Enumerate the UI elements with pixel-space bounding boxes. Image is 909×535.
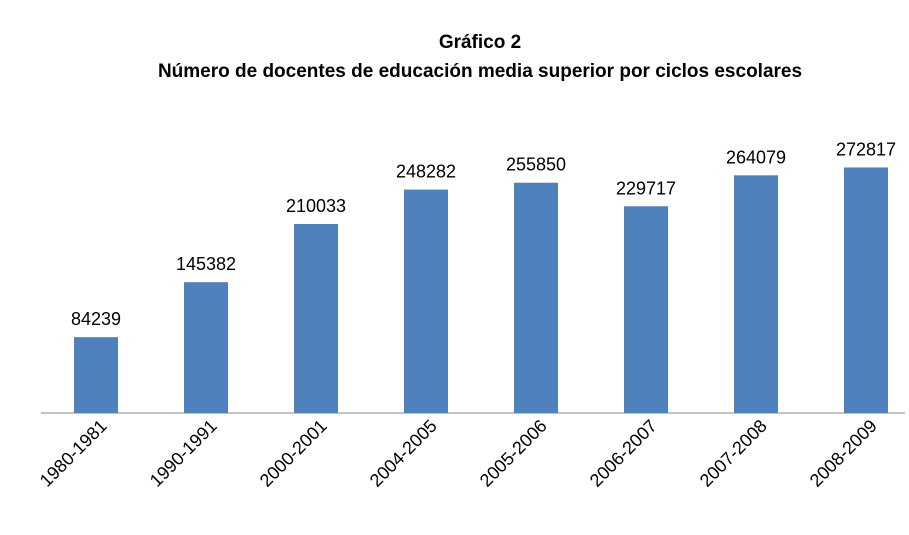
x-tick-label: 1980-1981 xyxy=(36,416,111,491)
x-tick-label: 2005-2006 xyxy=(476,416,551,491)
x-tick-label: 2007-2008 xyxy=(696,416,771,491)
x-tick-label: 2008-2009 xyxy=(806,416,881,491)
data-label: 248282 xyxy=(396,162,456,182)
data-label: 264079 xyxy=(726,147,786,167)
data-label: 145382 xyxy=(176,254,236,274)
data-label: 255850 xyxy=(506,155,566,175)
bar xyxy=(404,189,448,413)
bar xyxy=(624,206,668,413)
data-label: 272817 xyxy=(836,139,896,159)
chart-title: Gráfico 2 xyxy=(438,32,522,53)
bar xyxy=(74,337,118,413)
bar xyxy=(294,223,338,413)
bar xyxy=(844,167,888,413)
data-label: 84239 xyxy=(71,309,121,329)
x-tick-label: 1990-1991 xyxy=(146,416,221,491)
titles: Gráfico 2 Número de docentes de educació… xyxy=(100,28,860,86)
bar xyxy=(734,175,778,413)
data-label: 210033 xyxy=(286,196,346,216)
bar xyxy=(184,282,228,413)
x-tick-label: 2000-2001 xyxy=(256,416,331,491)
data-label: 229717 xyxy=(616,178,676,198)
chart-subtitle: Número de docentes de educación media su… xyxy=(157,61,803,82)
x-tick-label: 2004-2005 xyxy=(366,416,441,491)
bar xyxy=(514,182,558,413)
x-tick-label: 2006-2007 xyxy=(586,416,661,491)
